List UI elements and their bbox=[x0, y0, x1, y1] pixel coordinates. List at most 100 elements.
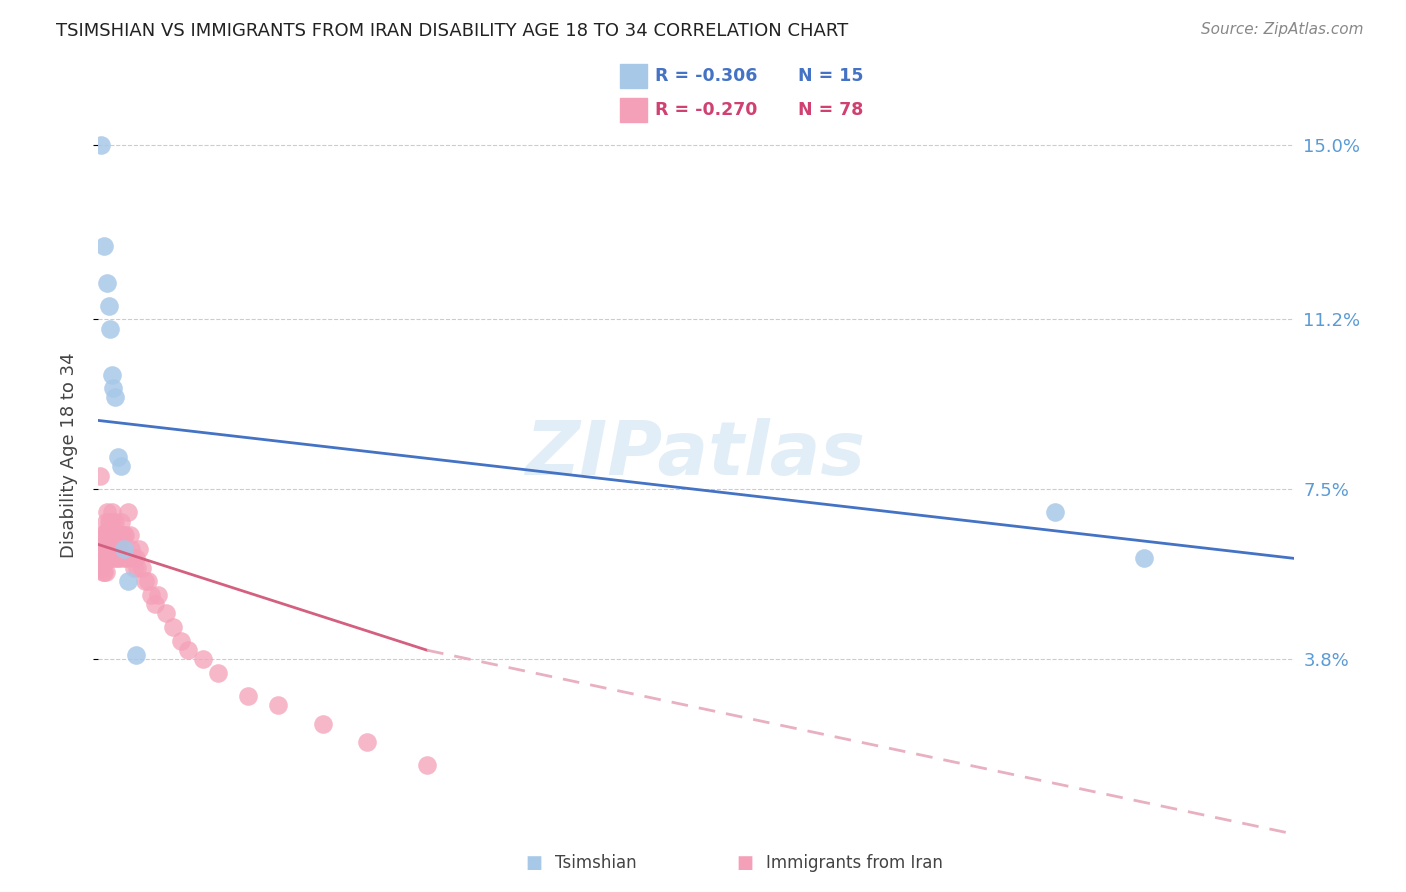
Point bbox=[97, 528, 120, 542]
Point bbox=[114, 528, 136, 542]
Point bbox=[416, 758, 439, 772]
Point bbox=[90, 528, 112, 542]
Point bbox=[131, 560, 153, 574]
Point bbox=[91, 551, 114, 566]
Point bbox=[125, 648, 148, 662]
Point bbox=[134, 574, 156, 589]
Point bbox=[108, 542, 131, 557]
Point bbox=[107, 537, 129, 551]
Point bbox=[96, 551, 118, 566]
Point bbox=[108, 528, 131, 542]
Point bbox=[107, 551, 129, 566]
Point bbox=[105, 542, 128, 557]
Point bbox=[356, 735, 378, 749]
Point bbox=[103, 381, 125, 395]
Text: Immigrants from Iran: Immigrants from Iran bbox=[766, 855, 943, 872]
Point bbox=[105, 528, 128, 542]
Point bbox=[98, 528, 122, 542]
Point bbox=[128, 542, 150, 557]
Point bbox=[94, 542, 117, 557]
Point bbox=[101, 505, 124, 519]
Point bbox=[267, 698, 290, 713]
Point bbox=[114, 551, 136, 566]
Point bbox=[104, 515, 127, 529]
Point bbox=[105, 551, 128, 566]
Text: N = 15: N = 15 bbox=[799, 67, 863, 85]
Point bbox=[103, 551, 125, 566]
Point bbox=[97, 299, 120, 313]
Point bbox=[98, 515, 122, 529]
Point bbox=[91, 565, 114, 579]
Point bbox=[127, 560, 149, 574]
Point bbox=[98, 542, 122, 557]
Point bbox=[112, 542, 135, 557]
Point bbox=[207, 666, 229, 681]
Point bbox=[103, 542, 125, 557]
Point bbox=[97, 551, 120, 566]
Point bbox=[110, 551, 132, 566]
Point bbox=[96, 537, 118, 551]
Point bbox=[91, 537, 114, 551]
Point bbox=[98, 321, 122, 335]
Point bbox=[94, 551, 117, 566]
Point bbox=[104, 542, 127, 557]
Text: ■: ■ bbox=[737, 855, 754, 872]
Point bbox=[97, 542, 120, 557]
Point bbox=[94, 515, 117, 529]
Point bbox=[148, 588, 170, 602]
Point bbox=[121, 551, 143, 566]
Point bbox=[94, 565, 117, 579]
Text: Tsimshian: Tsimshian bbox=[555, 855, 637, 872]
Point bbox=[118, 528, 141, 542]
Point bbox=[117, 574, 139, 589]
Point bbox=[90, 560, 112, 574]
Point bbox=[94, 528, 117, 542]
Point bbox=[139, 588, 162, 602]
Point bbox=[1133, 551, 1156, 566]
Point bbox=[125, 551, 148, 566]
Point bbox=[90, 137, 112, 152]
Point bbox=[96, 524, 118, 538]
Bar bbox=[620, 98, 647, 122]
Point bbox=[103, 515, 125, 529]
Point bbox=[101, 528, 124, 542]
Point bbox=[104, 391, 127, 405]
Point bbox=[93, 528, 115, 542]
Point bbox=[191, 652, 214, 666]
Point bbox=[111, 528, 134, 542]
Point bbox=[104, 528, 127, 542]
Point bbox=[117, 505, 139, 519]
Text: N = 78: N = 78 bbox=[799, 101, 863, 119]
Point bbox=[89, 468, 111, 483]
Point bbox=[169, 634, 191, 648]
Point bbox=[103, 528, 125, 542]
Point bbox=[110, 459, 132, 474]
Point bbox=[155, 607, 177, 621]
Text: R = -0.306: R = -0.306 bbox=[655, 67, 758, 85]
Point bbox=[96, 505, 118, 519]
Point bbox=[110, 515, 132, 529]
Point bbox=[93, 565, 115, 579]
Point bbox=[1043, 505, 1066, 519]
Point bbox=[115, 551, 138, 566]
Text: TSIMSHIAN VS IMMIGRANTS FROM IRAN DISABILITY AGE 18 TO 34 CORRELATION CHART: TSIMSHIAN VS IMMIGRANTS FROM IRAN DISABI… bbox=[56, 22, 848, 40]
Point bbox=[112, 528, 135, 542]
Point bbox=[97, 515, 120, 529]
Point bbox=[120, 542, 142, 557]
Point bbox=[93, 556, 115, 570]
Point bbox=[177, 643, 200, 657]
Point bbox=[93, 239, 115, 253]
Point bbox=[124, 560, 146, 574]
Text: ZIPatlas: ZIPatlas bbox=[526, 418, 866, 491]
Point bbox=[311, 716, 333, 731]
Point bbox=[236, 689, 259, 703]
Point bbox=[98, 551, 122, 566]
Text: Source: ZipAtlas.com: Source: ZipAtlas.com bbox=[1201, 22, 1364, 37]
Text: R = -0.270: R = -0.270 bbox=[655, 101, 758, 119]
Point bbox=[136, 574, 159, 589]
Point bbox=[93, 542, 115, 557]
Point bbox=[162, 620, 184, 634]
Point bbox=[111, 542, 134, 557]
Point bbox=[110, 528, 132, 542]
Bar bbox=[620, 63, 647, 87]
